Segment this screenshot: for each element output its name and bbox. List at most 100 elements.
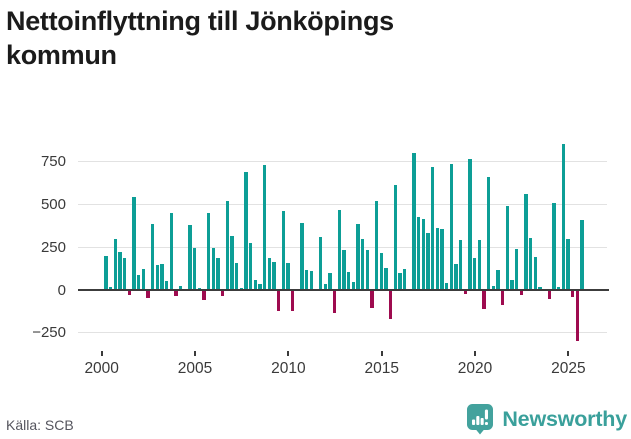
bar	[402, 268, 407, 290]
gridline	[78, 161, 607, 163]
bar	[234, 262, 239, 290]
bar	[449, 163, 454, 290]
bar	[533, 256, 538, 290]
bar	[146, 291, 150, 298]
page-title-line1: Nettoinflyttning till Jönköpings	[6, 6, 394, 36]
y-axis-tick-label: 250	[40, 238, 66, 256]
bar	[192, 248, 197, 290]
bar	[384, 267, 388, 290]
bar	[141, 268, 146, 290]
newsworthy-bubble-chart-icon	[467, 404, 494, 435]
bar	[220, 291, 225, 297]
bar	[132, 196, 136, 290]
bar	[258, 284, 262, 290]
bar	[104, 255, 108, 290]
bar	[482, 291, 486, 309]
bar	[552, 202, 556, 290]
bar	[398, 272, 402, 290]
bar	[332, 291, 337, 314]
bar	[491, 285, 496, 290]
x-axis-tick	[287, 351, 290, 356]
bar	[351, 282, 356, 290]
bar	[538, 286, 542, 290]
bar	[477, 239, 482, 290]
bar	[556, 286, 561, 290]
x-axis-tick-label: 2010	[271, 360, 306, 377]
bar	[178, 285, 183, 290]
bar	[500, 291, 505, 305]
bar	[211, 248, 216, 290]
bar	[300, 222, 304, 290]
x-axis-tick-label: 2020	[457, 360, 493, 377]
bar	[458, 239, 463, 290]
bar	[370, 291, 374, 309]
y-axis-tick-label: 0	[57, 281, 66, 299]
bar	[505, 205, 510, 290]
x-axis-tick-label: 2000	[84, 360, 119, 377]
bar	[356, 224, 360, 290]
bar	[272, 261, 276, 290]
bar	[575, 291, 580, 342]
page-title: Nettoinflyttning till Jönköpings kommun	[6, 4, 616, 72]
brand-name: Newsworthy	[502, 406, 627, 431]
bar	[304, 269, 309, 290]
bar	[416, 217, 421, 290]
bar	[174, 291, 178, 297]
bar	[276, 291, 281, 311]
x-axis-tick-label: 2025	[551, 360, 586, 377]
bar	[244, 172, 248, 290]
bar	[524, 193, 528, 290]
bar	[365, 249, 370, 290]
bar	[510, 279, 514, 290]
bar	[127, 291, 132, 296]
bar	[346, 272, 351, 290]
bar	[136, 275, 141, 290]
bar	[468, 158, 472, 290]
bar	[225, 201, 230, 290]
bar	[108, 286, 113, 290]
bar	[379, 253, 384, 290]
bar	[290, 291, 295, 312]
bar	[463, 291, 468, 295]
bar	[393, 185, 398, 290]
bar	[118, 251, 122, 290]
bar	[374, 201, 379, 290]
bar	[169, 213, 174, 290]
gridline	[78, 204, 607, 206]
bar	[286, 262, 290, 290]
bar	[262, 165, 267, 290]
bar	[388, 291, 393, 320]
bar	[412, 152, 416, 290]
bar	[281, 210, 286, 290]
bar	[472, 258, 477, 290]
bar	[318, 237, 323, 290]
bar	[566, 238, 570, 290]
bar	[519, 291, 524, 296]
bar	[440, 229, 444, 290]
bar	[188, 225, 192, 290]
source-label: Källa: SCB	[6, 417, 74, 433]
bar	[496, 270, 500, 290]
bar	[528, 237, 533, 290]
bar	[342, 249, 346, 290]
x-axis-tick	[567, 351, 570, 356]
bar	[435, 227, 440, 290]
bar	[580, 220, 584, 290]
bar	[454, 264, 458, 290]
bar	[248, 243, 253, 290]
bar	[164, 281, 169, 290]
bar	[309, 271, 314, 290]
page-title-line2: kommun	[6, 40, 117, 71]
gridline	[78, 332, 607, 334]
bar	[570, 291, 575, 297]
bar	[444, 283, 449, 290]
bar	[486, 177, 491, 290]
x-axis-tick	[474, 351, 477, 356]
bar	[337, 209, 342, 290]
bar	[426, 232, 430, 290]
bar	[230, 236, 234, 290]
bar	[202, 291, 206, 301]
bar	[323, 284, 328, 290]
bar	[150, 224, 155, 290]
y-axis-tick-label: 750	[40, 153, 66, 171]
